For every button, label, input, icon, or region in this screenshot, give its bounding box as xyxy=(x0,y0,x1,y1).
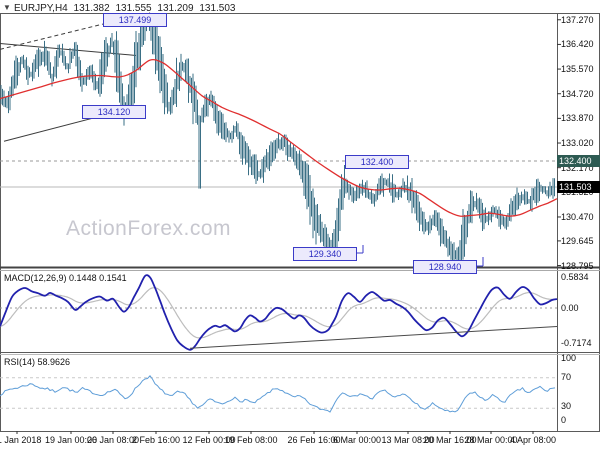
price-tick-label: 133.870 xyxy=(561,113,594,124)
quote-high: 131.555 xyxy=(115,3,152,14)
symbol-period-label: EURJPY,H4 xyxy=(14,3,68,14)
price-tick-label: 132.170 xyxy=(561,162,594,173)
rsi-value: 58.9626 xyxy=(37,357,71,367)
price-annotation-134120[interactable]: 134.120 xyxy=(82,105,146,119)
watermark: ActionForex.com xyxy=(66,217,232,240)
date-tick-label: 11 Jan 2018 xyxy=(0,435,42,445)
price-tick-label: 137.270 xyxy=(561,14,594,25)
price-tick-label: 128.795 xyxy=(561,260,594,271)
rsi-axis-label: 70 xyxy=(561,372,572,382)
price-annotation-128940[interactable]: 128.940 xyxy=(413,260,477,274)
date-tick-label: 19 Feb 08:00 xyxy=(224,435,278,445)
rsi-axis-label: 30 xyxy=(561,401,572,411)
macd-axis-label: -0.7174 xyxy=(561,338,592,348)
price-annotation-137499[interactable]: 137.499 xyxy=(103,13,167,27)
current-price-axis-box: 131.503 xyxy=(557,181,600,193)
quote-close: 131.503 xyxy=(199,3,236,14)
date-tick-label: 28 Mar 00:00 xyxy=(464,435,518,445)
date-tick-label: 13 Mar 08:00 xyxy=(381,435,435,445)
date-tick-label: 6 Mar 00:00 xyxy=(332,435,382,445)
trendline-1[interactable] xyxy=(0,43,137,56)
price-tick-label: 130.470 xyxy=(561,211,594,222)
chart-title: EURJPY,H4 131.382 131.555 131.209 131.50… xyxy=(14,3,238,14)
price-tick-label: 129.645 xyxy=(561,235,594,246)
date-tick-label: 19 Jan 00:00 xyxy=(44,435,98,445)
macd-value-signal: 0.1541 xyxy=(99,273,127,283)
date-tick-label: 12 Feb 00:00 xyxy=(182,435,236,445)
rsi-indicator-label: RSI(14) 58.9626 xyxy=(4,357,70,367)
macd-signal-line[interactable] xyxy=(0,287,556,339)
date-tick-label: 26 Jan 08:00 xyxy=(86,435,140,445)
moving-average-line[interactable] xyxy=(0,58,558,217)
rsi-axis-label: 0 xyxy=(561,415,567,425)
price-annotation-129340[interactable]: 129.340 xyxy=(293,247,357,261)
rsi-name: RSI(14) xyxy=(4,357,36,367)
date-tick-label: 26 Feb 16:00 xyxy=(287,435,341,445)
date-tick-label: 4 Apr 08:00 xyxy=(509,435,557,445)
quote-low: 131.209 xyxy=(157,3,194,14)
macd-trendline[interactable] xyxy=(189,325,558,349)
macd-axis-label: 0.00 xyxy=(561,303,579,313)
price-annotation-132400[interactable]: 132.400 xyxy=(345,155,409,169)
macd-name: MACD(12,26,9) xyxy=(4,273,67,283)
macd-main-line[interactable] xyxy=(0,274,558,351)
rsi-axis-label: 100 xyxy=(561,353,577,363)
date-tick-label: 20 Mar 16:00 xyxy=(423,435,477,445)
macd-indicator-label: MACD(12,26,9) 0.1448 0.1541 xyxy=(4,273,127,283)
price-tick-label: 134.720 xyxy=(561,88,594,99)
macd-axis-label: 0.5834 xyxy=(561,272,589,282)
price-tick-label: 135.570 xyxy=(561,64,594,75)
rsi-line[interactable] xyxy=(0,375,556,413)
symbol-dropdown-icon[interactable]: ▼ xyxy=(3,3,11,12)
price-tick-label: 136.420 xyxy=(561,39,594,50)
price-tick-label: 133.020 xyxy=(561,138,594,149)
quote-open: 131.382 xyxy=(73,3,110,14)
macd-value-main: 0.1448 xyxy=(69,273,97,283)
date-tick-label: 2 Feb 16:00 xyxy=(131,435,181,445)
level-price-axis-box: 132.400 xyxy=(557,155,600,167)
